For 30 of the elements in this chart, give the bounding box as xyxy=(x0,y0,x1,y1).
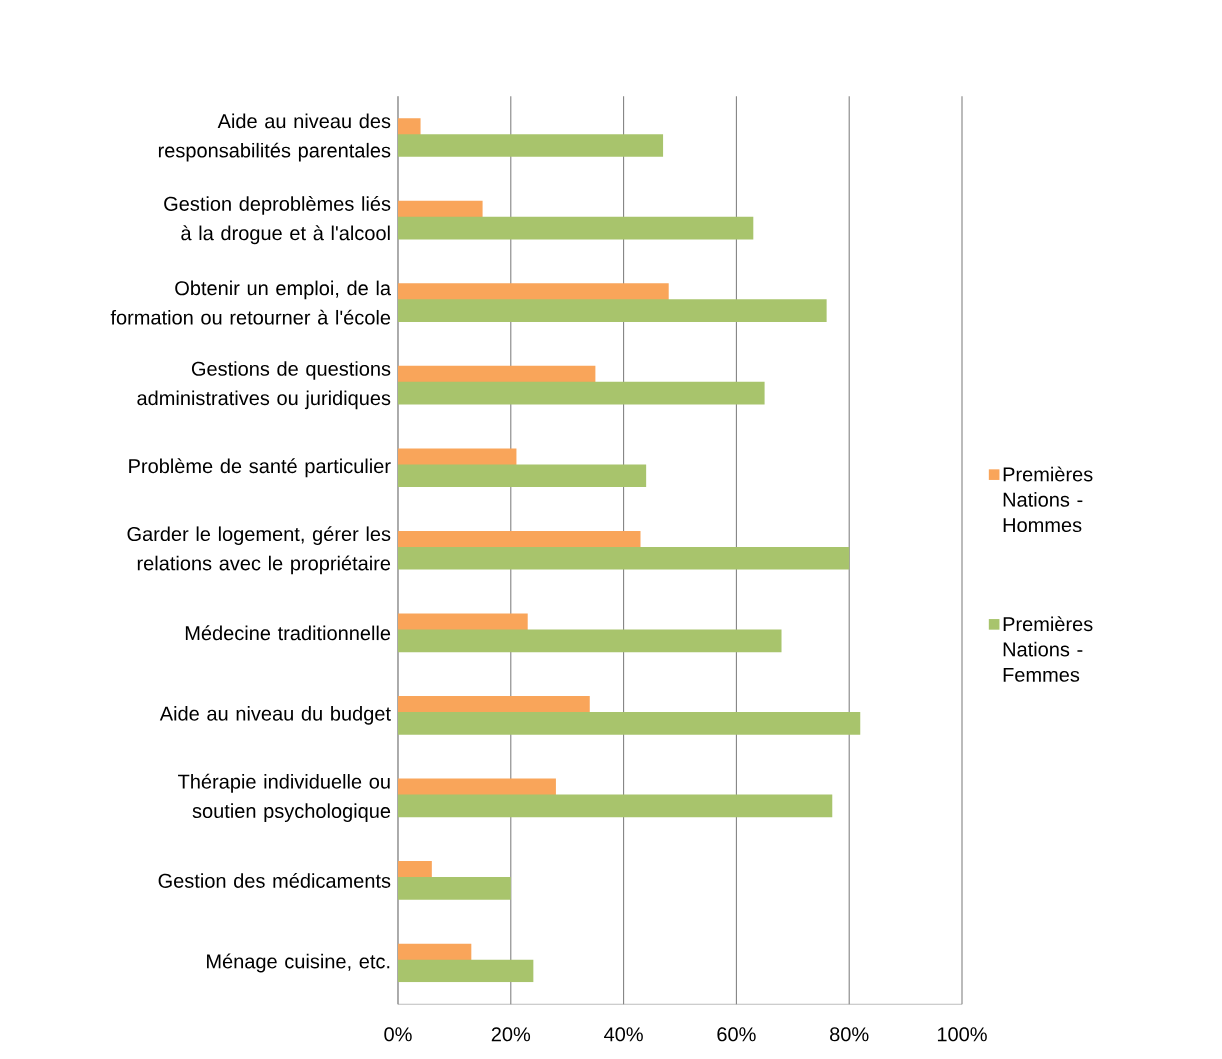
y-tick-label: Ménage cuisine, etc. xyxy=(207,953,390,973)
bar xyxy=(398,216,754,240)
y-tick-label: Problème de santé particulier xyxy=(129,458,391,478)
y-tick-label: Thérapie individuelle ou soutien psychologique xyxy=(178,773,391,822)
x-tick-label: 40% xyxy=(604,1027,643,1042)
x-tick-label: 0% xyxy=(384,1027,412,1042)
bar xyxy=(398,794,833,818)
y-tick-label: Garder le logement, gérer les relations avec le propriétaire xyxy=(127,526,391,575)
x-tick-label: 80% xyxy=(830,1027,869,1042)
legend-label: Premières Nations - Hommes xyxy=(1003,466,1093,533)
x-tick-label: 60% xyxy=(717,1027,756,1042)
bar xyxy=(398,877,511,900)
x-tick-label: 100% xyxy=(937,1027,987,1042)
bar xyxy=(398,629,782,653)
y-tick-label: Aide au niveau des responsabilités parentales xyxy=(158,113,391,162)
bar xyxy=(398,546,850,570)
y-tick-label: Gestion des médicaments xyxy=(158,872,391,888)
bar xyxy=(398,464,647,488)
y-tick-label: Médecine traditionnelle xyxy=(185,625,391,641)
bar xyxy=(398,712,861,735)
bar xyxy=(398,959,534,983)
x-tick-label: 20% xyxy=(491,1027,531,1042)
bar xyxy=(398,381,765,405)
y-tick-label: Gestion deproblèmes liés à la drogue et à l'alcool xyxy=(164,195,391,245)
y-tick-label: Aide au niveau du budget xyxy=(159,706,391,725)
bar xyxy=(398,134,664,157)
y-tick-label: Obtenir un emploi, de la formation ou retourner à l'école xyxy=(110,280,392,325)
y-tick-label: Gestions de questions administratives ou juridiques xyxy=(137,361,391,410)
legend-label: Premières Nations - Femmes xyxy=(1003,616,1093,682)
bar xyxy=(398,299,827,322)
